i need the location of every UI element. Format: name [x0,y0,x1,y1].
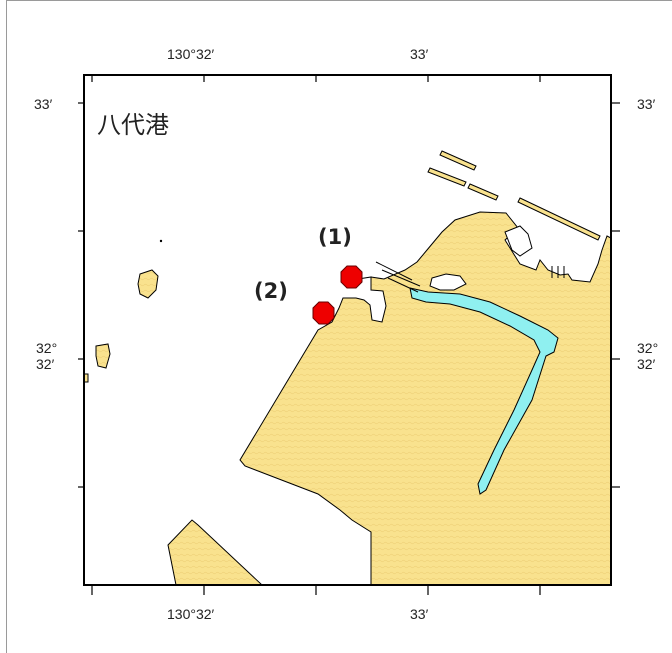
bottom-ticks [91,585,541,595]
rock-dot [159,239,163,243]
marker-2-label: (2) [254,279,288,303]
top-right-label: 33′ [410,46,429,62]
left-mid-label-deg: 32° [36,340,57,356]
top-left-label: 130°32′ [167,46,215,62]
map-frame [83,74,612,586]
piers [375,261,565,293]
left-ticks [78,102,84,488]
marker-1[interactable]: (1) [318,225,363,289]
marker-1-dot[interactable] [340,265,363,289]
marker-2[interactable]: (2) [254,279,335,325]
right-top-label: 33′ [637,96,656,112]
left-top-label: 33′ [34,96,53,112]
right-mid-label-min: 32′ [637,356,656,372]
map-title: 八代港 [97,111,169,139]
window-frame [6,0,672,653]
right-mid-label-deg: 32° [637,340,658,356]
left-mid-label-min: 32′ [36,356,55,372]
bottom-left-label: 130°32′ [167,606,215,622]
right-ticks [611,102,620,488]
inner-water [504,225,533,257]
marker-1-label: (1) [318,225,352,249]
breakwaters [427,150,601,241]
bottom-right-label: 33′ [410,606,429,622]
main-land [239,211,611,585]
marker-2-dot[interactable] [312,301,335,325]
lower-left-land [167,519,263,585]
river [409,287,559,495]
island-1 [137,269,159,299]
island-2 [95,343,111,369]
top-ticks [91,75,541,82]
inner-water-2 [429,273,467,291]
